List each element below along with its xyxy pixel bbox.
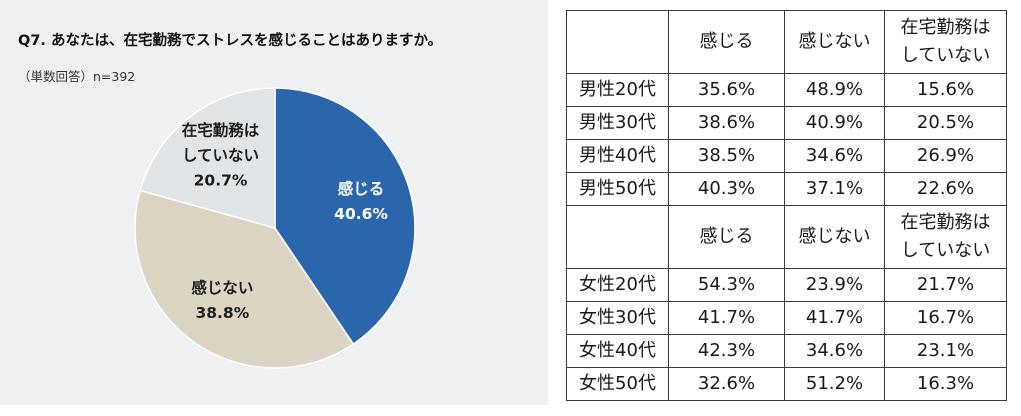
pie-label-percent: 40.6% (334, 204, 388, 223)
table-cell: 37.1% (784, 172, 885, 206)
table-row: 女性20代 54.3% 23.9% 21.7% (566, 268, 1007, 302)
row-header: 女性40代 (566, 334, 669, 368)
table-row: 女性40代 42.3% 34.6% 23.1% (566, 334, 1007, 368)
table-cell: 16.7% (884, 301, 1007, 335)
table-cell: 54.3% (668, 268, 785, 302)
table-cell: 32.6% (668, 367, 785, 401)
table-row: 女性30代 41.7% 41.7% 16.7% (566, 301, 1007, 335)
table-cell: 23.9% (784, 268, 885, 302)
table-row: 男性20代 35.6% 48.9% 15.6% (566, 73, 1007, 107)
table-cell: 38.6% (668, 106, 785, 140)
column-header: 感じる (668, 205, 785, 269)
column-header: 感じない (784, 10, 885, 74)
pie-label-percent: 20.7% (193, 171, 248, 190)
table-cell: 22.6% (884, 172, 1007, 206)
pie-slice-no-stress (134, 189, 355, 369)
row-header: 男性40代 (566, 139, 669, 173)
pie-slice-not-working-remotely (139, 87, 276, 229)
row-header: 男性50代 (566, 172, 669, 206)
table-body: 感じる 感じない 在宅勤務は していない 男性20代 35.6% 48.9% 15.6% 男性… (566, 10, 1007, 401)
table-cell: 20.5% (884, 106, 1007, 140)
table-row: 男性50代 40.3% 37.1% 22.6% (566, 172, 1007, 206)
chart-subtitle: （単数回答）n=392 (18, 69, 136, 84)
table-cell: 40.9% (784, 106, 885, 140)
table-corner-cell (566, 205, 669, 269)
pie-label-category: 感じる (337, 179, 385, 198)
pie-slice-feel-stress (274, 87, 416, 345)
row-header: 女性50代 (566, 367, 669, 401)
table-cell: 41.7% (784, 301, 885, 335)
chart-title: Q7. あなたは、在宅勤務でストレスを感じることはありますか。 (18, 33, 443, 49)
table-cell: 16.3% (884, 367, 1007, 401)
column-header: 感じる (668, 10, 785, 74)
table-cell: 40.3% (668, 172, 785, 206)
table-cell: 51.2% (784, 367, 885, 401)
pie-chart-panel: Q7. あなたは、在宅勤務でストレスを感じることはありますか。 （単数回答）n=… (0, 0, 548, 405)
table-cell: 34.6% (784, 334, 885, 368)
stress-by-gender-age-table: 感じる 感じない 在宅勤務は していない 男性20代 35.6% 48.9% 15.6% 男性… (566, 10, 1007, 401)
row-header: 男性30代 (566, 106, 669, 140)
pie-label-category: 在宅勤務は していない (181, 121, 260, 165)
table-cell: 35.6% (668, 73, 785, 107)
table-cell: 42.3% (668, 334, 785, 368)
table-row: 男性30代 38.6% 40.9% 20.5% (566, 106, 1007, 140)
pie-label-feel-stress: 感じる 40.6% (334, 177, 388, 227)
pie-label-no-stress: 感じない 38.8% (191, 276, 253, 326)
table-row: 女性50代 32.6% 51.2% 16.3% (566, 367, 1007, 401)
table-cell: 48.9% (784, 73, 885, 107)
row-header: 女性20代 (566, 268, 669, 302)
table-row: 男性40代 38.5% 34.6% 26.9% (566, 139, 1007, 173)
column-header: 在宅勤務は していない (884, 10, 1007, 74)
pie-chart (134, 87, 416, 369)
pie-label-percent: 38.8% (195, 304, 250, 322)
row-header: 女性30代 (566, 301, 669, 335)
table-cell: 21.7% (884, 268, 1007, 302)
row-header: 男性20代 (566, 73, 669, 107)
table-cell: 15.6% (884, 73, 1007, 107)
pie-label-category: 感じない (191, 279, 254, 297)
table-header-row: 感じる 感じない 在宅勤務は していない (566, 10, 1007, 74)
pie-label-layer: 感じる 40.6% 感じない 38.8% 在宅勤務は していない 20.7% (182, 119, 388, 326)
table-cell: 41.7% (668, 301, 785, 335)
table-cell: 38.5% (668, 139, 785, 173)
table-cell: 26.9% (884, 139, 1007, 173)
table-corner-cell (566, 10, 669, 74)
column-header: 在宅勤務は していない (884, 205, 1007, 269)
table-header-row: 感じる 感じない 在宅勤務は していない (566, 205, 1007, 269)
column-header: 感じない (784, 205, 885, 269)
table-cell: 34.6% (784, 139, 885, 173)
pie-label-not-working-remotely: 在宅勤務は していない 20.7% (182, 119, 260, 194)
table-cell: 23.1% (884, 334, 1007, 368)
